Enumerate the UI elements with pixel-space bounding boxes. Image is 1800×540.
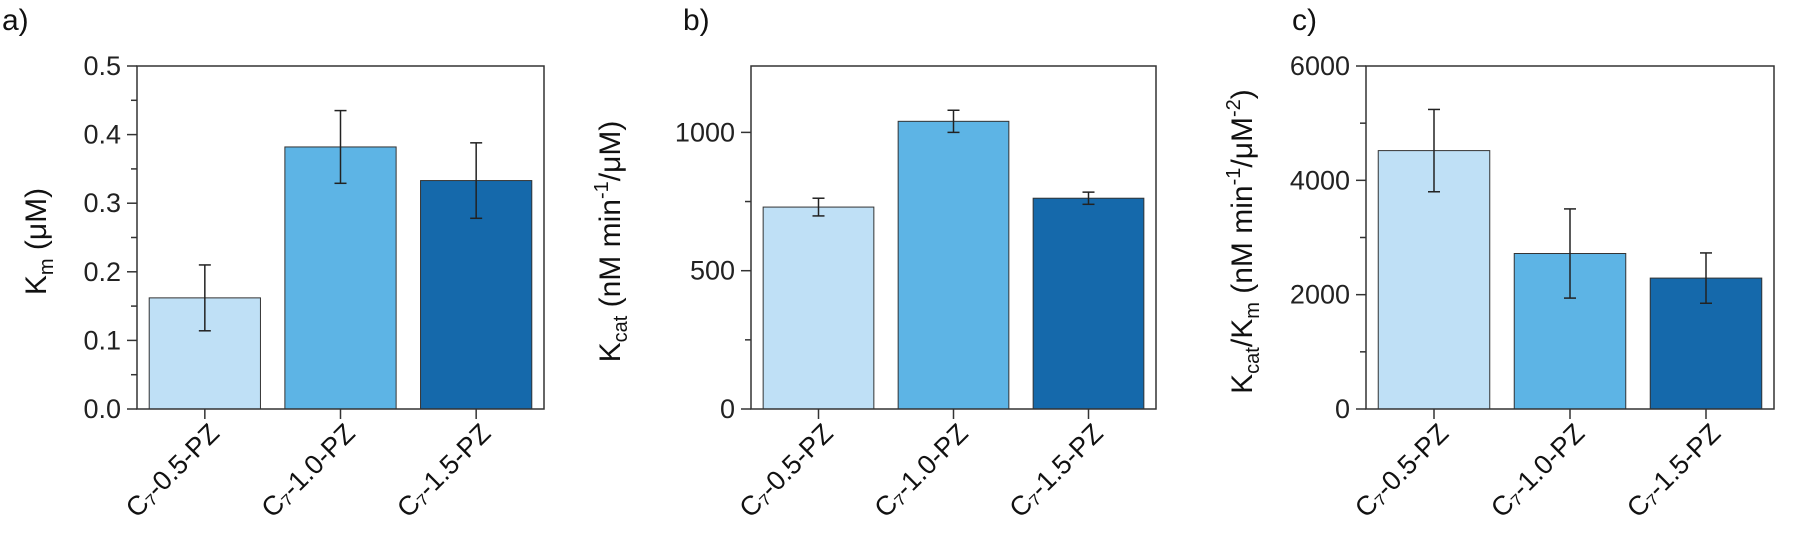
x-tick-label: C₇-0.5-PZ bbox=[1349, 418, 1454, 523]
bar-1 bbox=[762, 206, 875, 410]
y-axis-label: Kcat (nM min-1/μM) bbox=[591, 121, 632, 363]
error-bar-2 bbox=[947, 109, 960, 134]
chart-panel-2: b) C₇-0.5-PZ C₇-1.0-PZ C₇-1.5-PZ 0 500 1000 Kca… bbox=[591, 4, 1157, 523]
error-bar-1 bbox=[812, 197, 825, 217]
y-axis-label: Kcat/Km (nM min-1/μM-2) bbox=[1223, 89, 1264, 394]
y-tick-label: 0.3 bbox=[83, 188, 121, 218]
y-tick-label: 4000 bbox=[1290, 165, 1350, 195]
y-tick-label: 0.1 bbox=[83, 325, 121, 355]
plot-frame bbox=[750, 65, 1157, 410]
y-tick-label: 2000 bbox=[1290, 280, 1350, 310]
y-tick-label: 0.5 bbox=[83, 51, 121, 81]
x-tick-label: C₇-1.5-PZ bbox=[1004, 418, 1109, 523]
panel-label: c) bbox=[1292, 4, 1317, 37]
chart-panel-1: a) C₇-0.5-PZ C₇-1.0-PZ C₇-1.5-PZ 0.0 0.1 0.2 0.… bbox=[2, 4, 545, 523]
bar-2 bbox=[284, 146, 397, 410]
x-tick-label: C₇-1.5-PZ bbox=[1621, 418, 1726, 523]
y-tick-label: 0 bbox=[720, 394, 735, 424]
y-tick-label: 0 bbox=[1335, 394, 1350, 424]
x-tick-label: C₇-0.5-PZ bbox=[734, 418, 839, 523]
y-tick-label: 6000 bbox=[1290, 51, 1350, 81]
x-tick-label: C₇-1.0-PZ bbox=[869, 418, 974, 523]
error-bar-3 bbox=[1082, 191, 1095, 206]
error-bar-3 bbox=[1700, 252, 1712, 304]
y-tick-label: 0.4 bbox=[83, 120, 121, 150]
x-tick-label: C₇-0.5-PZ bbox=[120, 418, 225, 523]
y-tick-label: 1000 bbox=[675, 117, 735, 147]
error-bar-1 bbox=[198, 264, 211, 332]
error-bar-3 bbox=[470, 142, 483, 220]
error-bar-2 bbox=[1564, 208, 1576, 299]
error-bar-2 bbox=[334, 109, 347, 185]
y-tick-label: 0.0 bbox=[83, 394, 121, 424]
x-tick-label: C₇-1.5-PZ bbox=[391, 418, 496, 523]
panel-label: a) bbox=[2, 4, 29, 37]
error-bar-1 bbox=[1428, 108, 1440, 193]
bar-3 bbox=[1032, 197, 1145, 410]
y-tick-label: 500 bbox=[690, 256, 735, 286]
y-axis-label: Km (μM) bbox=[20, 188, 58, 295]
x-tick-label: C₇-1.0-PZ bbox=[1485, 418, 1590, 523]
bar-1 bbox=[1377, 150, 1491, 410]
chart-panel-3: c) C₇-0.5-PZ C₇-1.0-PZ C₇-1.5-PZ 0 2000 4000 60… bbox=[1223, 4, 1775, 523]
x-tick-label: C₇-1.0-PZ bbox=[256, 418, 361, 523]
panel-label: b) bbox=[683, 4, 710, 37]
bar-2 bbox=[897, 120, 1010, 410]
y-tick-label: 0.2 bbox=[83, 257, 121, 287]
